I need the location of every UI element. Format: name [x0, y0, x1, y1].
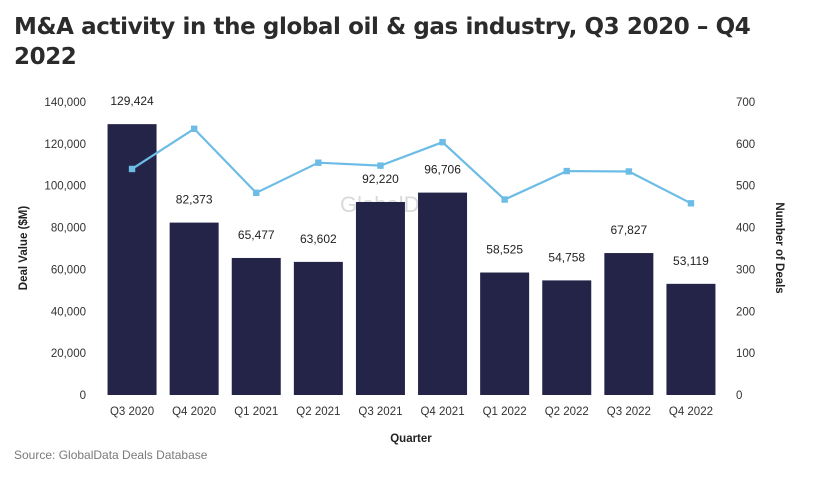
y2-tick-label: 500 — [736, 181, 755, 193]
y2-tick-label: 100 — [736, 348, 755, 360]
data-labels: 129,424 82,373 65,477 63,602 92,220 96,706 58,… — [110, 94, 709, 268]
data-label: 67,827 — [610, 223, 647, 237]
x-tick-label: Q2 2021 — [296, 406, 340, 418]
x-tick-label: Q2 2022 — [545, 406, 589, 418]
line-point — [315, 159, 322, 166]
right-axis-ticks: 0 100 200 300 400 500 600 700 — [736, 97, 755, 402]
y-axis-title: Deal Value ($M) — [18, 206, 30, 291]
data-label: 92,220 — [362, 172, 399, 186]
data-label: 129,424 — [110, 94, 154, 108]
line-point — [439, 138, 446, 146]
y-tick-label: 40,000 — [51, 306, 86, 318]
y2-tick-label: 600 — [736, 139, 755, 151]
line-point — [563, 167, 570, 175]
bar-series — [107, 124, 716, 395]
bar — [293, 261, 343, 395]
bar — [231, 257, 281, 395]
line-point — [501, 196, 508, 203]
bar — [666, 283, 716, 395]
data-label: 82,373 — [176, 193, 213, 207]
data-label: 63,602 — [300, 232, 337, 246]
data-label: 65,477 — [238, 228, 275, 242]
x-tick-label: Q3 2020 — [110, 406, 154, 418]
x-tick-label: Q4 2022 — [669, 406, 713, 418]
x-tick-label: Q1 2022 — [483, 406, 527, 418]
line-point — [253, 189, 260, 197]
bar — [107, 124, 157, 395]
y-tick-label: 100,000 — [44, 181, 86, 193]
data-label: 54,758 — [548, 250, 585, 264]
line-point — [687, 200, 695, 207]
y2-tick-label: 200 — [736, 306, 755, 318]
y-tick-label: 80,000 — [51, 223, 86, 235]
bar — [418, 192, 468, 395]
y-tick-label: 20,000 — [51, 348, 86, 360]
data-label: 58,525 — [486, 243, 523, 257]
bar — [604, 253, 654, 395]
bar — [169, 222, 219, 395]
x-tick-label: Q4 2021 — [420, 406, 464, 418]
chart-title: M&A activity in the global oil & gas ind… — [14, 14, 751, 70]
y-tick-label: 140,000 — [44, 97, 86, 109]
line-series — [128, 125, 695, 207]
data-label: 53,119 — [673, 254, 709, 268]
y2-tick-label: 0 — [736, 390, 742, 402]
line-point — [128, 165, 136, 173]
x-tick-label: Q3 2022 — [607, 406, 651, 418]
y2-tick-label: 700 — [736, 97, 755, 109]
x-axis-title: Quarter — [390, 433, 432, 445]
bar — [542, 280, 592, 395]
y2-tick-label: 400 — [736, 223, 755, 235]
y2-tick-label: 300 — [736, 264, 755, 276]
line-point — [190, 125, 198, 132]
line-point — [377, 162, 384, 169]
x-tick-label: Q4 2020 — [172, 406, 216, 418]
x-tick-label: Q1 2021 — [234, 406, 278, 418]
data-label: 96,706 — [424, 163, 461, 177]
line-point — [625, 168, 633, 175]
x-tick-label: Q3 2021 — [358, 406, 402, 418]
series-line — [131, 127, 692, 205]
bar — [480, 272, 530, 395]
y-tick-label: 0 — [80, 390, 86, 402]
x-axis-ticks: Q3 2020 Q4 2020 Q1 2021 Q2 2021 Q3 2021 Q4 20… — [110, 406, 713, 418]
y2-axis-title: Number of Deals — [773, 202, 785, 293]
y-tick-label: 120,000 — [44, 139, 86, 151]
source-note: Source: GlobalData Deals Database — [14, 448, 208, 462]
bar — [355, 201, 405, 395]
left-axis-ticks: 0 20,000 40,000 60,000 80,000 100,000 120,000 1… — [44, 97, 86, 402]
y-tick-label: 60,000 — [51, 264, 86, 276]
